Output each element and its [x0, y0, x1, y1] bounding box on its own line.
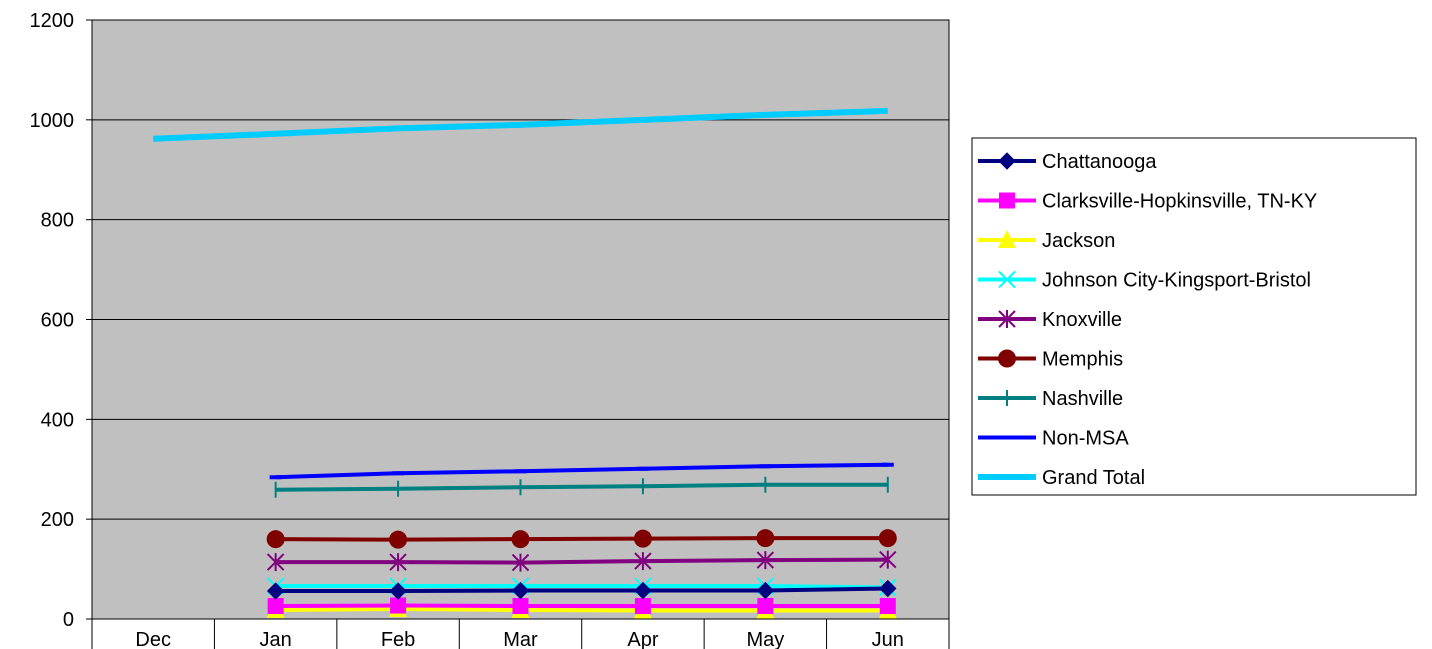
data-point — [756, 529, 775, 548]
legend-label: Non-MSA — [1042, 428, 1129, 450]
data-point — [878, 529, 897, 548]
x-axis: Dec Jan Feb Mar Apr May Jun — [91, 619, 950, 649]
data-point — [511, 530, 530, 549]
legend-item-chattanooga: Chattanooga — [978, 151, 1157, 173]
y-axis: 0 200 400 600 800 1000 1200 — [30, 10, 92, 631]
series-line — [275, 462, 888, 480]
series-lines — [153, 107, 897, 619]
x-tick-label: Dec — [135, 629, 171, 649]
series-knoxville — [266, 550, 897, 572]
y-tick-label: 200 — [41, 509, 74, 531]
data-point — [267, 598, 284, 615]
legend-marker — [998, 230, 1016, 248]
data-point — [266, 553, 285, 572]
series-line — [275, 536, 888, 542]
series-line — [275, 584, 888, 590]
data-point — [266, 582, 285, 600]
x-tick-label: Jan — [260, 629, 292, 649]
legend-label: Jackson — [1042, 230, 1115, 252]
data-point — [389, 530, 408, 549]
y-tick-label: 0 — [63, 609, 74, 631]
legend: Chattanooga Clarksville-Hopkinsville, TN-… — [971, 137, 1417, 496]
gridlines — [92, 119, 949, 520]
legend-item-johnson-city-kingsport-bristol: Johnson City-Kingsport-Bristol — [978, 270, 1311, 292]
series-line — [275, 586, 888, 594]
legend-marker — [998, 152, 1016, 170]
x-tick-label: Feb — [381, 629, 415, 649]
legend-label: Knoxville — [1042, 309, 1122, 331]
series-line — [275, 607, 888, 613]
data-point — [511, 553, 530, 572]
x-tick-label: May — [746, 629, 784, 649]
data-point — [389, 582, 407, 600]
legend-label: Clarksville-Hopkinsville, TN-KY — [1042, 191, 1317, 213]
data-point — [634, 598, 651, 615]
y-tick-label: 1200 — [30, 10, 75, 32]
data-point — [634, 552, 652, 571]
legend-label: Nashville — [1042, 388, 1123, 410]
series-line — [275, 482, 888, 492]
y-tick-label: 1000 — [30, 110, 75, 132]
legend-marker — [998, 349, 1016, 368]
series-clarksville-hopkinsville-tn-ky — [267, 597, 896, 615]
legend-item-non-msa: Non-MSA — [978, 428, 1129, 450]
legend-item-grand-total: Grand Total — [978, 467, 1145, 489]
legend-item-memphis: Memphis — [978, 349, 1123, 371]
y-tick-label: 400 — [41, 409, 74, 431]
x-tick-label: Mar — [503, 629, 538, 649]
data-point — [390, 597, 407, 614]
data-point — [266, 530, 285, 549]
legend-label: Chattanooga — [1042, 151, 1157, 173]
legend-marker — [998, 310, 1016, 328]
legend-marker — [998, 270, 1016, 289]
data-point — [879, 579, 897, 598]
x-tick-label: Apr — [627, 629, 658, 649]
data-point — [512, 598, 529, 615]
data-point — [756, 551, 775, 570]
legend-label: Johnson City-Kingsport-Bristol — [1042, 270, 1311, 292]
legend-marker — [999, 192, 1015, 209]
y-tick-label: 600 — [41, 310, 74, 332]
legend-item-nashville: Nashville — [978, 388, 1123, 410]
legend-item-knoxville: Knoxville — [978, 309, 1122, 331]
x-tick-label: Jun — [872, 629, 904, 649]
data-point — [634, 581, 652, 600]
data-point — [879, 598, 896, 615]
data-point — [511, 581, 530, 600]
legend-item-jackson: Jackson — [978, 230, 1115, 252]
series-line — [153, 107, 888, 142]
series-grand-total — [153, 107, 888, 142]
data-point — [756, 581, 775, 600]
data-point — [389, 553, 407, 572]
data-point — [757, 598, 774, 615]
data-point — [633, 529, 652, 548]
y-tick-label: 800 — [41, 210, 74, 232]
series-nashville — [274, 476, 889, 498]
legend-box — [971, 137, 1417, 496]
series-memphis — [266, 529, 897, 549]
legend-item-clarksville-hopkinsville-tn-ky: Clarksville-Hopkinsville, TN-KY — [978, 191, 1317, 213]
legend-label: Grand Total — [1042, 467, 1145, 489]
series-non-msa — [269, 462, 894, 480]
legend-label: Memphis — [1042, 349, 1123, 371]
data-point — [879, 550, 897, 569]
series-chattanooga — [266, 579, 897, 600]
series-line — [275, 557, 888, 565]
